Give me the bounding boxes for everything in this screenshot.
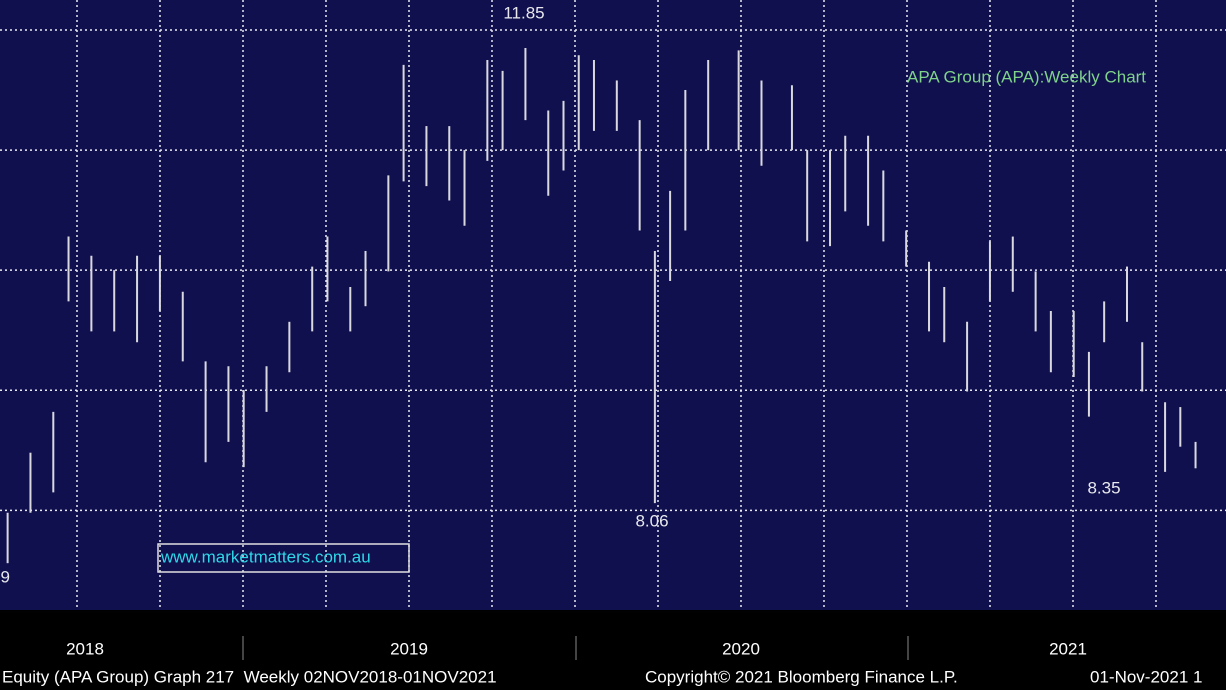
- footer-text: Copyright© 2021 Bloomberg Finance L.P.: [645, 667, 958, 686]
- plot-background: [0, 0, 1226, 610]
- year-label: 2020: [722, 639, 760, 658]
- annotation: 59: [0, 567, 10, 586]
- annotation: 11.85: [503, 3, 544, 22]
- year-label: 2019: [390, 639, 428, 658]
- watermark: www.marketmatters.com.au: [160, 547, 371, 566]
- annotation: 8.35: [1087, 478, 1120, 497]
- year-label: 2021: [1049, 639, 1087, 658]
- footer-text: Equity (APA Group) Graph 217 Weekly 02NO…: [2, 667, 497, 686]
- footer-text: 01-Nov-2021 1: [1090, 667, 1202, 686]
- footer-background: [0, 610, 1226, 690]
- annotation: 8.06: [635, 511, 668, 530]
- chart-title: APA Group (APA):Weekly Chart: [907, 67, 1146, 86]
- year-label: 2018: [66, 639, 104, 658]
- watermark-box: [157, 543, 410, 573]
